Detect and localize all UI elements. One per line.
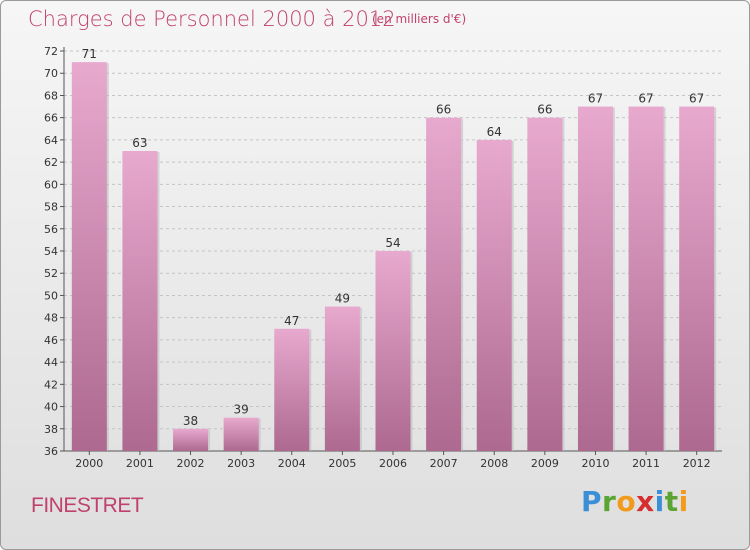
bar <box>628 106 664 452</box>
data-label: 66 <box>436 103 451 117</box>
bar <box>173 428 209 451</box>
x-tick-label: 2006 <box>379 457 407 470</box>
y-tick-label: 38 <box>44 423 58 436</box>
bar <box>375 251 411 451</box>
bar <box>122 151 158 451</box>
brand-letter: i <box>654 485 665 518</box>
y-tick-label: 54 <box>44 245 58 258</box>
y-tick-label: 42 <box>44 378 58 391</box>
y-tick-label: 50 <box>44 289 58 302</box>
data-label: 54 <box>385 236 400 250</box>
data-label: 67 <box>588 92 603 106</box>
brand-letter: P <box>581 485 603 518</box>
y-tick-label: 70 <box>44 67 58 80</box>
bar <box>476 139 512 451</box>
brand-letter: i <box>678 485 689 518</box>
bar <box>527 117 563 452</box>
y-tick-label: 58 <box>44 201 58 214</box>
data-label: 47 <box>284 314 299 328</box>
x-tick-label: 2004 <box>278 457 306 470</box>
x-tick-label: 2010 <box>581 457 609 470</box>
data-label: 66 <box>537 103 552 117</box>
data-label: 63 <box>132 136 147 150</box>
y-tick-label: 46 <box>44 334 58 347</box>
data-label: 64 <box>487 125 502 139</box>
x-tick-label: 2011 <box>632 457 660 470</box>
data-label: 67 <box>638 92 653 106</box>
bar <box>679 106 715 452</box>
brand-letter: t <box>664 485 679 518</box>
y-tick-label: 36 <box>44 445 58 458</box>
y-tick-label: 66 <box>44 112 58 125</box>
x-tick-label: 2007 <box>430 457 458 470</box>
data-label: 71 <box>82 47 97 61</box>
x-tick-label: 2005 <box>328 457 356 470</box>
bar <box>223 417 259 451</box>
y-tick-label: 60 <box>44 178 58 191</box>
y-tick-label: 68 <box>44 89 58 102</box>
brand-letter: r <box>602 485 617 518</box>
bar <box>577 106 613 452</box>
x-tick-label: 2002 <box>177 457 205 470</box>
x-tick-label: 2000 <box>75 457 103 470</box>
y-tick-label: 72 <box>44 45 58 58</box>
y-tick-label: 62 <box>44 156 58 169</box>
y-tick-label: 44 <box>44 356 58 369</box>
data-label: 67 <box>689 92 704 106</box>
brand-logo: Proxiti <box>581 485 689 518</box>
brand-letter: x <box>636 485 655 518</box>
data-label: 49 <box>335 292 350 306</box>
y-tick-label: 52 <box>44 267 58 280</box>
chart-title: Charges de Personnel 2000 à 2012 <box>28 7 396 31</box>
y-tick-label: 56 <box>44 223 58 236</box>
chart-unit: (en milliers d'€) <box>372 12 467 26</box>
bar <box>71 62 107 451</box>
y-tick-label: 48 <box>44 312 58 325</box>
x-tick-label: 2012 <box>683 457 711 470</box>
y-tick-label: 64 <box>44 134 58 147</box>
data-label: 38 <box>183 414 198 428</box>
y-tick-label: 40 <box>44 401 58 414</box>
x-tick-label: 2008 <box>480 457 508 470</box>
brand-letter: o <box>616 485 637 518</box>
x-tick-label: 2003 <box>227 457 255 470</box>
bar <box>324 306 360 451</box>
bar <box>274 328 310 451</box>
bar <box>426 117 462 452</box>
x-tick-label: 2009 <box>531 457 559 470</box>
data-label: 39 <box>234 403 249 417</box>
place-name: FINESTRET <box>31 494 144 517</box>
x-tick-label: 2001 <box>126 457 154 470</box>
